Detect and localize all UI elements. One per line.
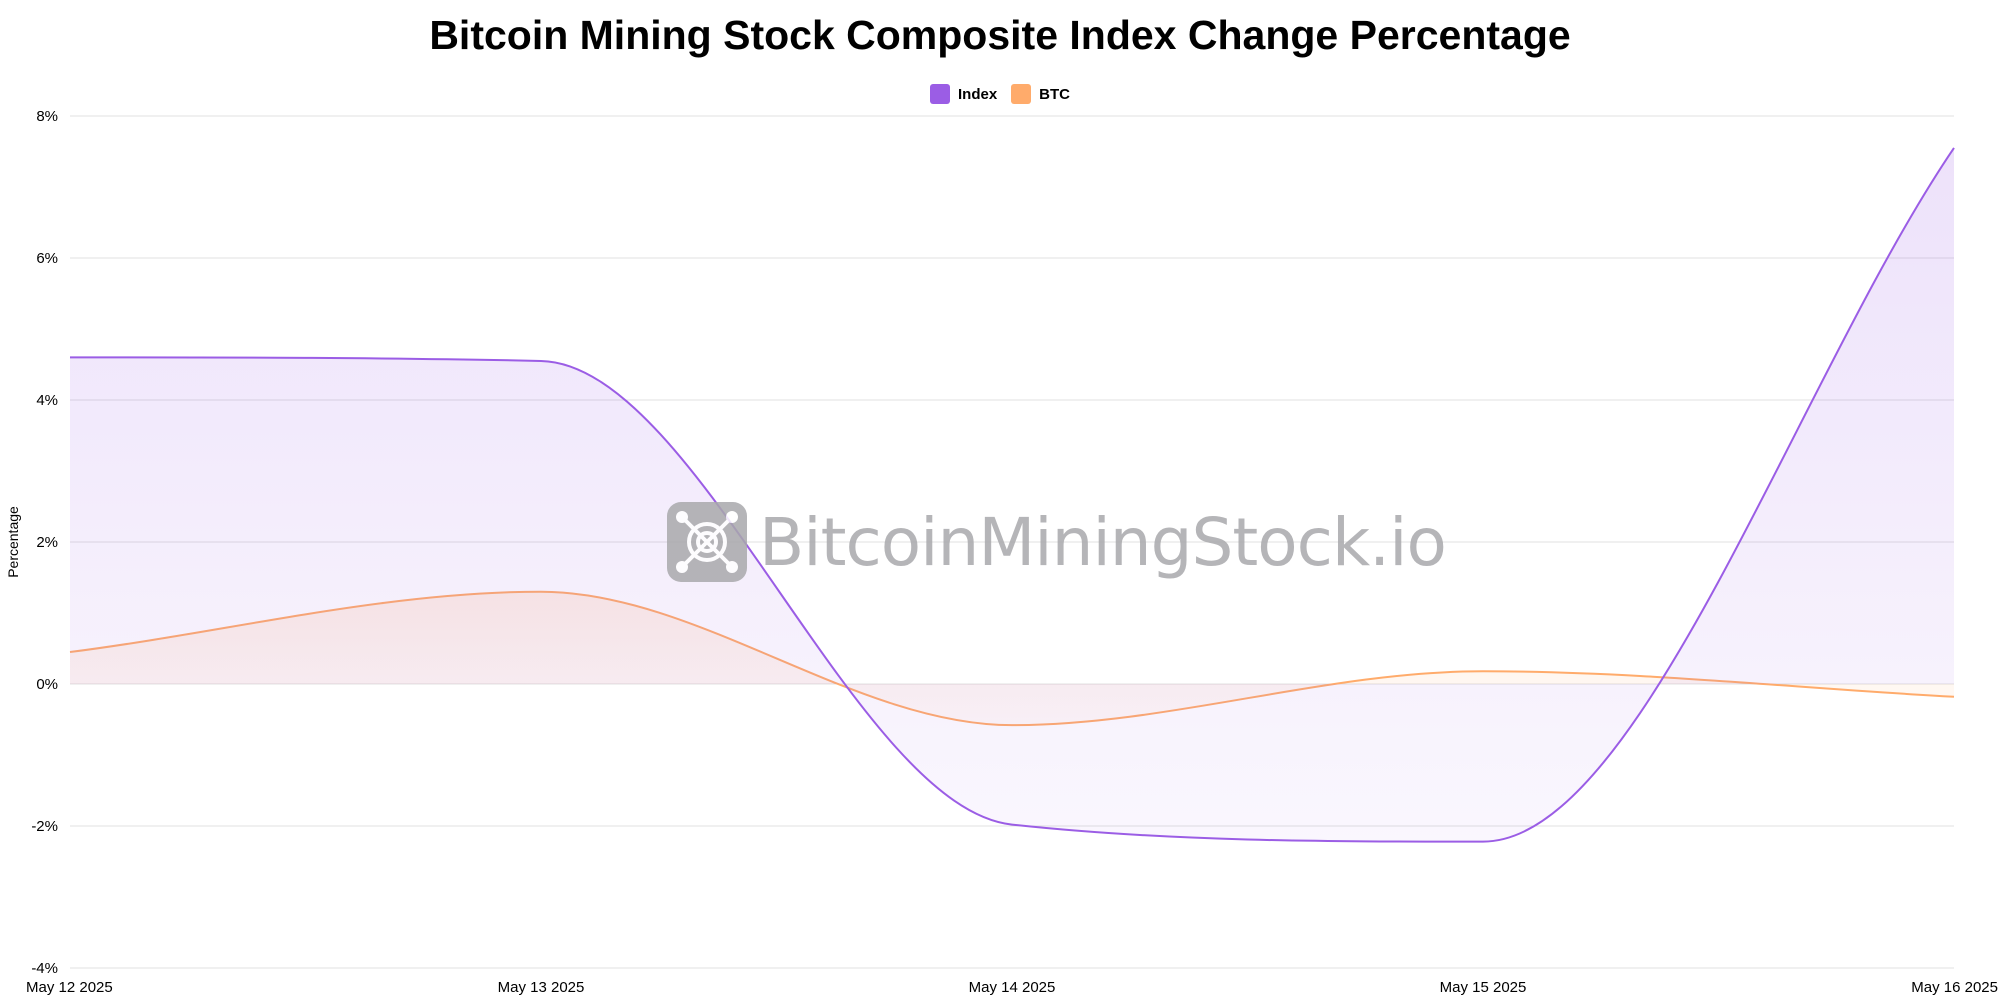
watermark-text: BitcoinMiningStock.io <box>759 503 1447 581</box>
x-tick-label: May 14 2025 <box>969 979 1056 996</box>
y-tick-label: 0% <box>36 676 58 693</box>
legend-swatch-index <box>929 84 950 104</box>
legend-swatch-btc <box>1011 84 1032 104</box>
y-tick-label: 8% <box>36 108 58 125</box>
legend-item-btc[interactable]: BTC <box>1011 84 1070 104</box>
x-tick-label: May 16 2025 <box>1911 979 1998 996</box>
series-line-index <box>69 147 1955 843</box>
y-tick-label: -2% <box>31 818 58 835</box>
legend-label-btc: BTC <box>1039 85 1070 103</box>
y-tick-label: 2% <box>36 534 58 551</box>
y-tick-label: -4% <box>31 960 58 977</box>
legend-label-index: Index <box>957 85 998 103</box>
y-tick-label: 4% <box>36 392 58 409</box>
legend: Index BTC <box>0 84 2000 104</box>
legend-item-index[interactable]: Index <box>929 84 998 104</box>
x-tick-label: May 15 2025 <box>1440 979 1527 996</box>
y-axis-label: Percentage <box>5 506 21 578</box>
watermark: BitcoinMiningStock.io <box>667 502 1447 582</box>
series-area-index <box>70 147 1954 842</box>
chart-title: Bitcoin Mining Stock Composite Index Cha… <box>429 12 1571 58</box>
x-tick-label: May 12 2025 <box>26 979 113 996</box>
watermark-logo-icon <box>667 502 747 582</box>
x-tick-label: May 13 2025 <box>498 979 585 996</box>
y-tick-label: 6% <box>36 250 58 267</box>
